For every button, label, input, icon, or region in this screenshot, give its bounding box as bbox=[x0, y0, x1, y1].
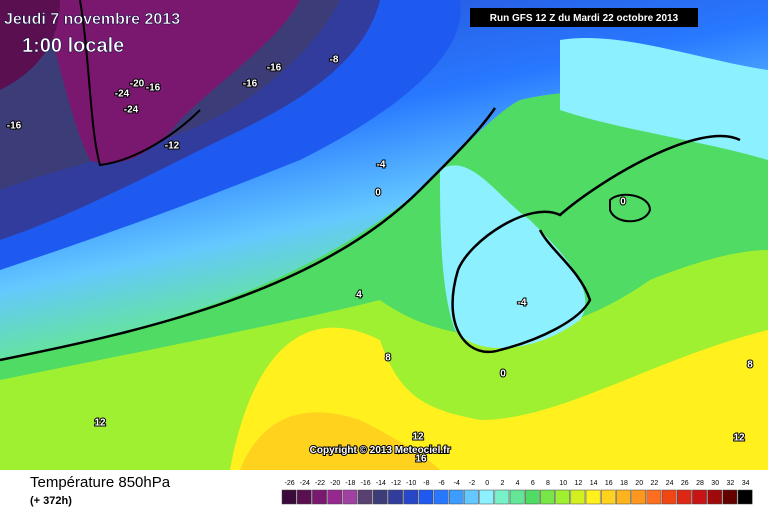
scale-swatch bbox=[327, 489, 343, 505]
legend-title: Température 850hPa bbox=[30, 474, 171, 491]
contour-label: -16 bbox=[267, 63, 282, 74]
scale-label: 4 bbox=[516, 480, 520, 487]
scale-label: 22 bbox=[651, 480, 659, 487]
contour-labels: -16-8-20 -16-24-16-24-16-12-4004-48081212… bbox=[6, 54, 754, 466]
map-background bbox=[0, 0, 768, 471]
scale-label: 18 bbox=[620, 480, 628, 487]
contour-label: -12 bbox=[165, 141, 180, 152]
contour-label: -16 bbox=[243, 79, 258, 90]
scale-swatch bbox=[448, 489, 464, 505]
scale-swatch bbox=[540, 489, 555, 505]
scale-swatch bbox=[600, 489, 616, 505]
scale-swatch bbox=[403, 489, 419, 505]
scale-label: 0 bbox=[485, 480, 489, 487]
contour-label: 0 bbox=[620, 197, 626, 208]
scale-label: 34 bbox=[742, 480, 750, 487]
contour-label: 8 bbox=[385, 353, 391, 364]
scale-swatch bbox=[372, 489, 388, 505]
scale-label: 26 bbox=[681, 480, 689, 487]
scale-label: 10 bbox=[559, 480, 567, 487]
scale-label: -4 bbox=[454, 480, 460, 487]
contour-label: 0 bbox=[500, 369, 506, 380]
scale-label: -20 bbox=[330, 480, 340, 487]
scale-swatch bbox=[342, 489, 358, 505]
scale-label: -16 bbox=[361, 480, 371, 487]
scale-swatch bbox=[296, 489, 312, 505]
scale-label: -10 bbox=[406, 480, 416, 487]
scale-swatch bbox=[616, 489, 631, 505]
scale-swatch bbox=[464, 489, 479, 505]
contour-label: -16 bbox=[7, 121, 22, 132]
contour-label: 12 bbox=[733, 433, 745, 444]
contour-label: 4 bbox=[356, 290, 362, 301]
contour-label: -20 bbox=[130, 79, 145, 90]
scale-swatch bbox=[737, 489, 753, 505]
scale-label: 28 bbox=[696, 480, 704, 487]
scale-swatch bbox=[722, 489, 738, 505]
scale-label: -24 bbox=[300, 480, 310, 487]
contour-label: 8 bbox=[747, 360, 753, 371]
scale-swatch bbox=[312, 489, 327, 505]
scale-label: 30 bbox=[711, 480, 719, 487]
scale-swatch bbox=[676, 489, 692, 505]
forecast-date: Jeudi 7 novembre 2013 bbox=[4, 11, 180, 28]
scale-swatch bbox=[570, 489, 586, 505]
scale-swatch bbox=[661, 489, 677, 505]
scale-label: 2 bbox=[500, 480, 504, 487]
contour-label: 16 bbox=[415, 454, 427, 465]
scale-label: -12 bbox=[391, 480, 401, 487]
scale-label: -6 bbox=[438, 480, 444, 487]
scale-label: -14 bbox=[376, 480, 386, 487]
scale-swatch bbox=[357, 489, 373, 505]
scale-swatch bbox=[692, 489, 707, 505]
run-info: Run GFS 12 Z du Mardi 22 octobre 2013 bbox=[490, 13, 679, 24]
lead-time: (+ 372h) bbox=[30, 495, 72, 507]
scale-label: -8 bbox=[423, 480, 429, 487]
contour-label: -4 bbox=[518, 298, 527, 309]
scale-swatch bbox=[433, 489, 449, 505]
contour-label: 12 bbox=[412, 432, 424, 443]
scale-swatch bbox=[281, 489, 297, 505]
scale-swatch bbox=[707, 489, 723, 505]
scale-swatch bbox=[524, 489, 540, 505]
scale-label: 16 bbox=[605, 480, 613, 487]
copyright: Copyright © 2013 Meteociel.fr bbox=[310, 445, 451, 456]
scale-swatch bbox=[555, 489, 571, 505]
scale-label: 6 bbox=[531, 480, 535, 487]
contour-label: -24 bbox=[115, 89, 130, 100]
scale-label: 24 bbox=[666, 480, 674, 487]
forecast-time: 1:00 locale bbox=[22, 35, 124, 57]
scale-swatch bbox=[479, 489, 495, 505]
scale-label: 12 bbox=[575, 480, 583, 487]
scale-label: -2 bbox=[469, 480, 475, 487]
scale-label: -26 bbox=[285, 480, 295, 487]
scale-swatch bbox=[585, 489, 601, 505]
scale-label: 20 bbox=[635, 480, 643, 487]
contour-label: -4 bbox=[377, 160, 386, 171]
scale-swatch bbox=[509, 489, 525, 505]
scale-swatch bbox=[631, 489, 647, 505]
scale-swatch bbox=[646, 489, 662, 505]
scale-label: -18 bbox=[345, 480, 355, 487]
contour-label: -24 bbox=[124, 105, 139, 116]
contour-label: -8 bbox=[330, 55, 339, 66]
contour-label: 12 bbox=[94, 418, 106, 429]
contour-label: 0 bbox=[375, 188, 381, 199]
scale-swatch bbox=[388, 489, 403, 505]
scale-label: 8 bbox=[546, 480, 550, 487]
run-box bbox=[470, 8, 698, 27]
scale-label: -22 bbox=[315, 480, 325, 487]
scale-label: 14 bbox=[590, 480, 598, 487]
scale-label: 32 bbox=[727, 480, 735, 487]
color-scale: -26 -24 -22 -20 -18 -16 -14 -12 -10 -8 -6 -4 -2 0 2 4 6 8… bbox=[281, 480, 753, 505]
scale-swatch bbox=[418, 489, 434, 505]
scale-swatch bbox=[494, 489, 510, 505]
contour-label: -16 bbox=[146, 83, 161, 94]
